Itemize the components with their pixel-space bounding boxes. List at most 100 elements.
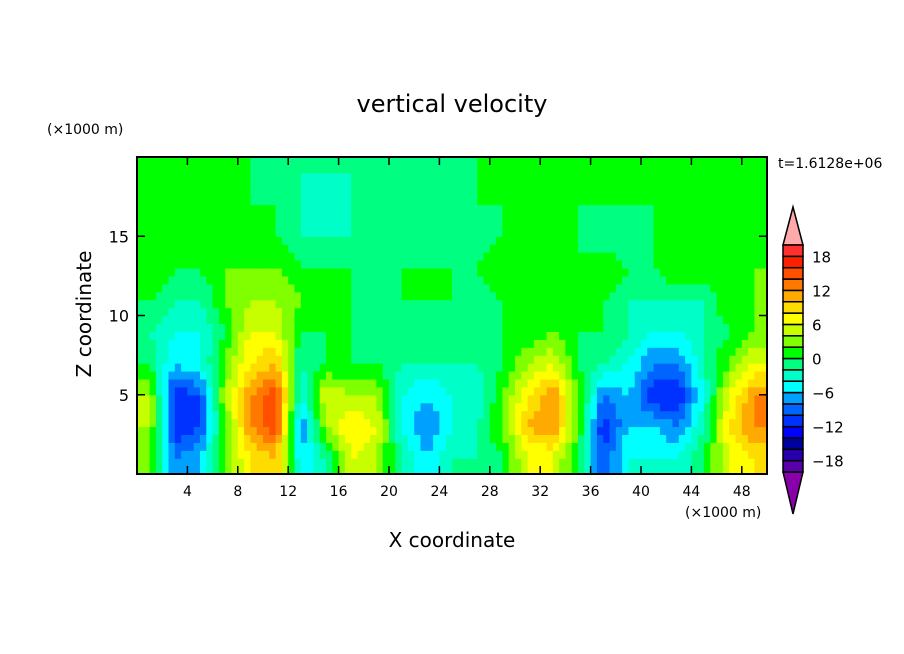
- contour-cell: [162, 157, 170, 166]
- contour-cell: [552, 228, 560, 237]
- colorbar-swatch: [782, 437, 804, 451]
- contour-cell: [458, 299, 466, 309]
- contour-cell: [685, 267, 692, 277]
- contour-cell: [697, 426, 705, 435]
- contour-cell: [609, 370, 617, 380]
- contour-cell: [263, 180, 270, 190]
- contour-cell: [735, 450, 743, 459]
- contour-cell: [313, 291, 321, 301]
- contour-cell: [565, 450, 573, 459]
- contour-cell: [470, 386, 478, 396]
- contour-cell: [634, 291, 642, 301]
- contour-cell: [552, 450, 560, 459]
- contour-cell: [351, 410, 359, 420]
- contour-cell: [200, 164, 207, 174]
- contour-cell: [704, 196, 711, 206]
- contour-cell: [464, 291, 472, 301]
- contour-cell: [307, 450, 314, 459]
- contour-cell: [363, 442, 371, 451]
- contour-cell: [244, 402, 251, 412]
- contour-cell: [212, 275, 220, 285]
- contour-cell: [527, 196, 535, 206]
- contour-cell: [326, 172, 333, 182]
- contour-cell: [540, 196, 548, 206]
- contour-cell: [565, 188, 573, 198]
- contour-cell: [420, 355, 428, 364]
- contour-cell: [716, 204, 724, 214]
- contour-cell: [181, 291, 188, 301]
- contour-cell: [237, 275, 245, 285]
- contour-cell: [628, 236, 636, 245]
- contour-cell: [508, 378, 516, 388]
- contour-cell: [452, 307, 459, 317]
- contour-cell: [578, 307, 585, 317]
- contour-cell: [237, 228, 245, 237]
- contour-cell: [407, 347, 415, 356]
- contour-cell: [691, 339, 699, 348]
- contour-cell: [407, 299, 415, 309]
- contour-cell: [319, 188, 327, 198]
- contour-cell: [155, 315, 163, 325]
- contour-cell: [218, 323, 226, 332]
- contour-cell: [187, 450, 195, 459]
- contour-cell: [584, 339, 592, 348]
- contour-cell: [206, 370, 214, 380]
- contour-cell: [357, 196, 365, 206]
- contour-cell: [181, 331, 188, 340]
- contour-cell: [641, 347, 648, 356]
- contour-cell: [565, 260, 573, 269]
- contour-cell: [760, 402, 768, 412]
- contour-cell: [578, 236, 585, 245]
- contour-cell: [483, 212, 491, 221]
- contour-cell: [521, 370, 529, 380]
- contour-cell: [149, 228, 157, 237]
- contour-cell: [263, 323, 270, 332]
- contour-cell: [634, 260, 642, 269]
- contour-cell: [200, 260, 207, 269]
- contour-cell: [401, 196, 409, 206]
- contour-cell: [622, 244, 629, 253]
- contour-cell: [401, 252, 409, 261]
- contour-cell: [615, 275, 623, 285]
- contour-cell: [659, 458, 667, 467]
- contour-cell: [710, 402, 718, 412]
- contour-cell: [659, 370, 667, 380]
- contour-cell: [515, 442, 522, 451]
- contour-cell: [748, 370, 755, 380]
- contour-cell: [193, 315, 201, 325]
- contour-cell: [395, 355, 403, 364]
- contour-cell: [155, 394, 163, 404]
- contour-cell: [319, 212, 327, 221]
- contour-cell: [407, 196, 415, 206]
- contour-cell: [527, 260, 535, 269]
- contour-cell: [540, 212, 548, 221]
- contour-cell: [672, 331, 680, 340]
- contour-cell: [338, 410, 346, 420]
- contour-cell: [515, 378, 522, 388]
- contour-cell: [218, 172, 226, 182]
- contour-cell: [754, 394, 762, 404]
- contour-cell: [250, 402, 258, 412]
- contour-cell: [326, 363, 333, 372]
- colorbar-swatch: [782, 255, 804, 269]
- contour-cell: [433, 291, 440, 301]
- contour-cell: [452, 180, 459, 190]
- contour-cell: [641, 196, 648, 206]
- contour-cell: [596, 299, 604, 309]
- contour-cell: [464, 323, 472, 332]
- contour-cell: [137, 220, 144, 229]
- contour-cell: [609, 466, 617, 475]
- contour-cell: [263, 260, 270, 269]
- contour-cell: [464, 157, 472, 166]
- contour-cell: [741, 196, 749, 206]
- contour-cell: [269, 339, 277, 348]
- contour-cell: [168, 172, 176, 182]
- contour-cell: [420, 220, 428, 229]
- contour-cell: [143, 291, 151, 301]
- contour-cell: [263, 283, 270, 293]
- x-tick-label: 40: [632, 484, 650, 500]
- contour-cell: [351, 378, 359, 388]
- contour-cell: [716, 157, 724, 166]
- contour-cell: [722, 339, 730, 348]
- contour-cell: [464, 228, 472, 237]
